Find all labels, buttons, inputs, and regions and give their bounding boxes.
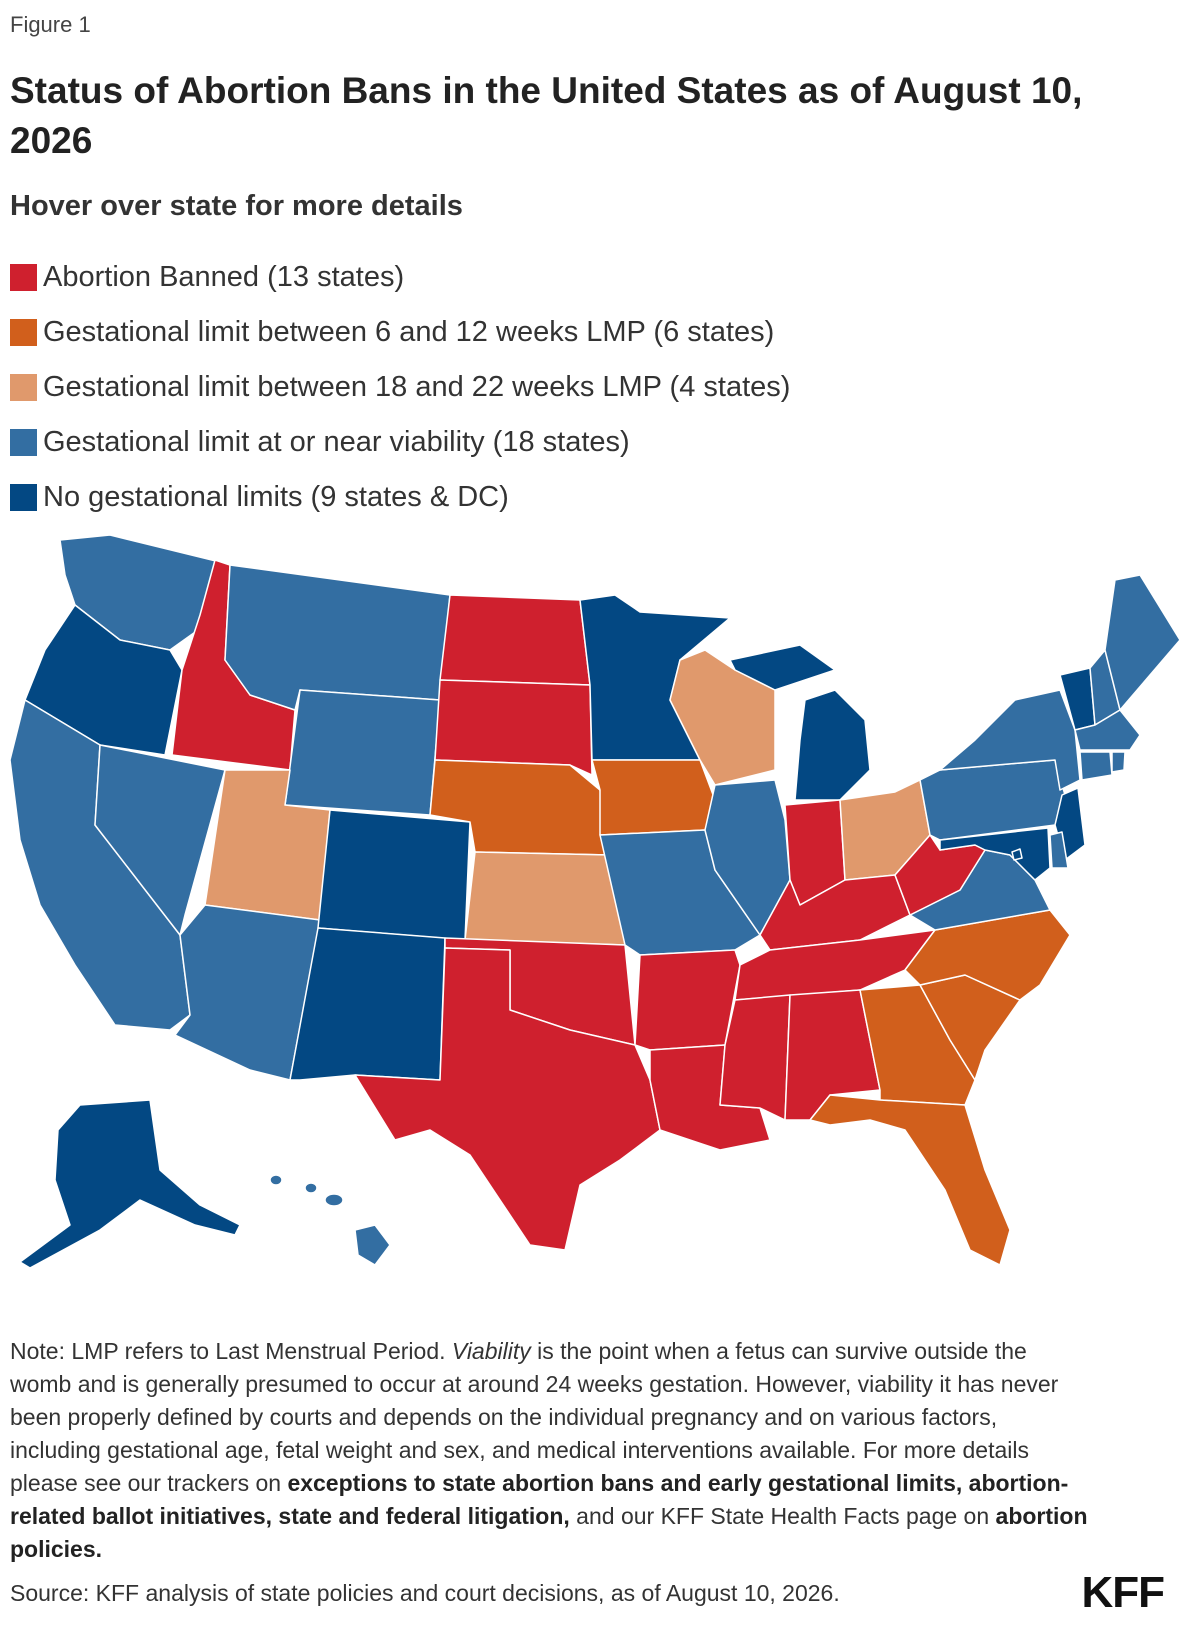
state-KS[interactable]: [464, 851, 626, 946]
state-HI[interactable]: [269, 1174, 391, 1266]
legend-item-banned: Abortion Banned (13 states): [10, 250, 790, 305]
state-CO[interactable]: [317, 809, 471, 941]
chart-source: Source: KFF analysis of state policies a…: [10, 1580, 840, 1606]
state-FL[interactable]: [809, 1094, 1011, 1266]
legend: Abortion Banned (13 states) Gestational …: [10, 250, 790, 525]
state-WY[interactable]: [284, 689, 441, 816]
legend-swatch-viability: [10, 429, 37, 456]
legend-label-limit-6-12: Gestational limit between 6 and 12 weeks…: [43, 316, 775, 348]
chart-title: Status of Abortion Bans in the United St…: [10, 70, 1083, 161]
state-AR[interactable]: [634, 949, 741, 1051]
state-MD[interactable]: [939, 827, 1051, 881]
state-DE[interactable]: [1049, 831, 1069, 869]
legend-item-limit-6-12: Gestational limit between 6 and 12 weeks…: [10, 305, 790, 360]
figure-label: Figure 1: [10, 12, 91, 37]
note-viability-term: Viability: [451, 1338, 531, 1364]
state-IA[interactable]: [591, 759, 716, 836]
note-body: is the point when a fetus can survive ou…: [10, 1338, 1059, 1496]
legend-swatch-no-limit: [10, 484, 37, 511]
state-MI[interactable]: [729, 644, 871, 801]
legend-label-no-limit: No gestational limits (9 states & DC): [43, 481, 509, 513]
state-ME[interactable]: [1104, 574, 1181, 711]
note-link-trackers[interactable]: exceptions to state abortion bans and ea…: [10, 1470, 1069, 1529]
state-NM[interactable]: [289, 927, 446, 1081]
state-SD[interactable]: [434, 679, 593, 776]
legend-label-banned: Abortion Banned (13 states): [43, 261, 405, 293]
legend-label-viability: Gestational limit at or near viability (…: [43, 426, 630, 458]
state-TX[interactable]: [354, 947, 661, 1251]
chart-note: Note: LMP refers to Last Menstrual Perio…: [10, 1335, 1090, 1566]
state-OR[interactable]: [24, 604, 183, 756]
state-WI[interactable]: [669, 649, 776, 786]
state-AK[interactable]: [19, 1099, 241, 1269]
state-CT[interactable]: [1079, 751, 1113, 781]
legend-item-no-limit: No gestational limits (9 states & DC): [10, 470, 790, 525]
legend-label-limit-18-22: Gestational limit between 18 and 22 week…: [43, 371, 791, 403]
state-MA[interactable]: [1074, 709, 1141, 751]
legend-item-limit-18-22: Gestational limit between 18 and 22 week…: [10, 360, 790, 415]
legend-item-viability: Gestational limit at or near viability (…: [10, 415, 790, 470]
state-NV[interactable]: [94, 744, 226, 936]
note-link-policies[interactable]: abortion policies.: [10, 1503, 1088, 1562]
state-MT[interactable]: [224, 564, 451, 711]
note-lead: Note: LMP refers to Last Menstrual Perio…: [10, 1338, 452, 1364]
state-ND[interactable]: [439, 594, 591, 686]
note-mid: and our KFF State Health Facts page on: [569, 1503, 996, 1529]
chart-subtitle: Hover over state for more details: [10, 190, 463, 222]
legend-swatch-limit-18-22: [10, 374, 37, 401]
us-state-map: [9, 534, 1181, 1269]
kff-logo: KFF: [1081, 1568, 1165, 1617]
state-RI[interactable]: [1111, 751, 1126, 773]
legend-swatch-limit-6-12: [10, 319, 37, 346]
state-DC[interactable]: [1011, 848, 1023, 861]
legend-swatch-banned: [10, 264, 37, 291]
